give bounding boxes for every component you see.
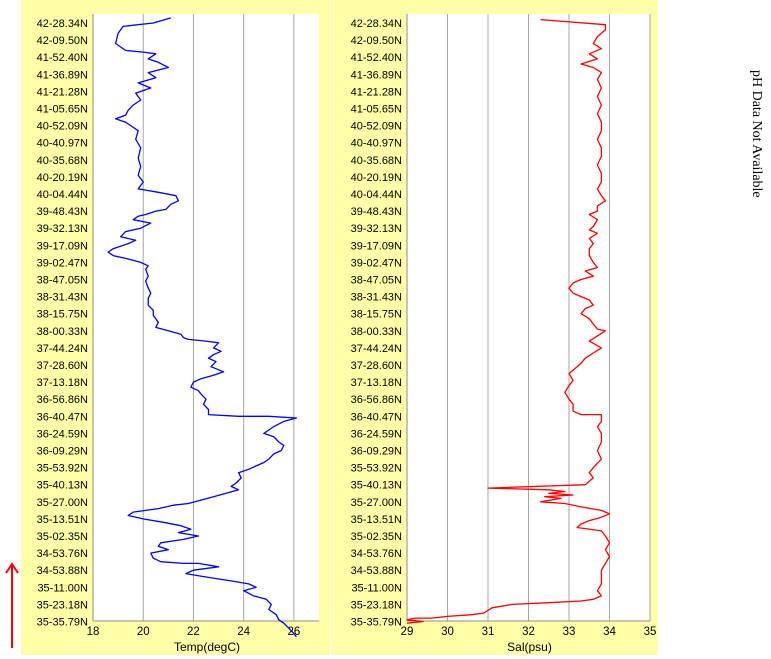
ph-unavailable-text: pH Data Not Available xyxy=(749,70,764,198)
sal-y-tick-label: 35-13.51N xyxy=(351,514,402,526)
sal-y-tick-label: 38-00.33N xyxy=(351,326,402,338)
temp-y-tick-label: 34-53.88N xyxy=(37,565,88,577)
sal-y-tick-label: 34-53.76N xyxy=(351,548,402,560)
sal-y-tick-label: 36-24.59N xyxy=(351,428,402,440)
temp-y-tick-label: 35-27.00N xyxy=(37,497,88,509)
sal-y-tick-label: 35-11.00N xyxy=(351,582,402,594)
temp-y-tick-label: 36-24.59N xyxy=(37,428,88,440)
temp-y-tick-label: 39-48.43N xyxy=(37,206,88,218)
temp-x-axis-label: Temp(degC) xyxy=(174,640,240,654)
sal-y-tick-label: 39-32.13N xyxy=(351,223,402,235)
temp-y-tick-label: 38-15.75N xyxy=(37,309,88,321)
temp-y-tick-label: 37-13.18N xyxy=(37,377,88,389)
temp-y-tick-label: 39-32.13N xyxy=(37,223,88,235)
temp-x-tick-label: 20 xyxy=(137,626,150,638)
sal-y-tick-label: 37-44.24N xyxy=(351,343,402,355)
sal-y-tick-label: 35-53.92N xyxy=(351,463,402,475)
temp-y-tick-label: 39-02.47N xyxy=(37,257,88,269)
sal-y-tick-label: 39-17.09N xyxy=(351,240,402,252)
sal-y-tick-label: 34-53.88N xyxy=(351,565,402,577)
temp-y-tick-label: 40-35.68N xyxy=(37,155,88,167)
temp-y-tick-label: 34-53.76N xyxy=(37,548,88,560)
temp-y-tick-label: 35-02.35N xyxy=(37,531,88,543)
temp-y-tick-label: 35-35.79N xyxy=(37,617,88,629)
sal-y-tick-label: 41-52.40N xyxy=(351,52,402,64)
sal-y-tick-label: 40-04.44N xyxy=(351,189,402,201)
temp-plot-area xyxy=(93,14,319,621)
sal-x-tick-label: 31 xyxy=(482,626,495,638)
temp-x-tick-label: 26 xyxy=(287,626,300,638)
temp-y-tick-label: 41-36.89N xyxy=(37,69,88,81)
sal-y-tick-label: 35-35.79N xyxy=(351,617,402,629)
sal-y-tick-label: 37-13.18N xyxy=(351,377,402,389)
temp-x-tick-label: 22 xyxy=(187,626,200,638)
temp-y-tick-label: 37-28.60N xyxy=(37,360,88,372)
sal-y-tick-label: 40-52.09N xyxy=(351,121,402,133)
sal-x-tick-label: 35 xyxy=(644,626,657,638)
sal-y-tick-label: 37-28.60N xyxy=(351,360,402,372)
sal-y-tick-label: 38-47.05N xyxy=(351,275,402,287)
sal-x-tick-label: 34 xyxy=(603,626,616,638)
temp-x-tick-label: 18 xyxy=(87,626,100,638)
sal-y-tick-label: 36-56.86N xyxy=(351,394,402,406)
temp-y-tick-label: 36-09.29N xyxy=(37,446,88,458)
sal-x-tick-label: 32 xyxy=(522,626,535,638)
temp-y-tick-label: 35-11.00N xyxy=(37,582,88,594)
sal-y-tick-label: 35-23.18N xyxy=(351,599,402,611)
sal-x-axis-label: Sal(psu) xyxy=(507,640,552,654)
temp-y-tick-label: 36-56.86N xyxy=(37,394,88,406)
sal-y-tick-label: 38-31.43N xyxy=(351,292,402,304)
temp-y-tick-label: 41-21.28N xyxy=(37,86,88,98)
sal-y-tick-label: 40-35.68N xyxy=(351,155,402,167)
sal-y-tick-label: 40-20.19N xyxy=(351,172,402,184)
sal-y-tick-label: 36-40.47N xyxy=(351,411,402,423)
temp-x-tick-label: 24 xyxy=(237,626,250,638)
sal-y-tick-label: 41-36.89N xyxy=(351,69,402,81)
temp-y-tick-label: 35-13.51N xyxy=(37,514,88,526)
sal-y-tick-label: 42-09.50N xyxy=(351,35,402,47)
temp-y-tick-label: 40-20.19N xyxy=(37,172,88,184)
temp-y-tick-label: 40-52.09N xyxy=(37,121,88,133)
temp-y-tick-label: 40-40.97N xyxy=(37,138,88,150)
sal-y-tick-label: 35-02.35N xyxy=(351,531,402,543)
sal-y-tick-label: 39-02.47N xyxy=(351,257,402,269)
sal-y-tick-label: 41-05.65N xyxy=(351,104,402,116)
sal-series-line xyxy=(406,18,611,624)
sal-y-tick-label: 42-28.34N xyxy=(351,18,402,30)
temp-y-tick-label: 41-05.65N xyxy=(37,104,88,116)
temp-y-tick-label: 39-17.09N xyxy=(37,240,88,252)
sal-y-tick-label: 35-40.13N xyxy=(351,480,402,492)
sal-x-tick-label: 30 xyxy=(441,626,454,638)
temp-y-tick-label: 38-00.33N xyxy=(37,326,88,338)
sal-x-tick-label: 29 xyxy=(401,626,414,638)
up-arrow-icon xyxy=(5,562,19,648)
temp-y-tick-label: 41-52.40N xyxy=(37,52,88,64)
temp-y-tick-label: 35-40.13N xyxy=(37,480,88,492)
temp-series-line xyxy=(107,17,298,638)
temp-y-tick-label: 42-09.50N xyxy=(37,35,88,47)
temp-y-tick-label: 38-31.43N xyxy=(37,292,88,304)
temp-y-tick-label: 35-23.18N xyxy=(37,599,88,611)
sal-y-tick-label: 39-48.43N xyxy=(351,206,402,218)
temp-y-tick-label: 42-28.34N xyxy=(37,18,88,30)
ph-unavailable-note: pH Data Not Available xyxy=(748,70,768,280)
sal-y-tick-label: 36-09.29N xyxy=(351,446,402,458)
temp-y-tick-label: 35-53.92N xyxy=(37,463,88,475)
temp-y-tick-label: 37-44.24N xyxy=(37,343,88,355)
temp-y-tick-label: 38-47.05N xyxy=(37,275,88,287)
temp-y-tick-label: 40-04.44N xyxy=(37,189,88,201)
sal-y-tick-label: 35-27.00N xyxy=(351,497,402,509)
temp-y-tick-label: 36-40.47N xyxy=(37,411,88,423)
sal-x-tick-label: 33 xyxy=(563,626,576,638)
sal-y-tick-label: 38-15.75N xyxy=(351,309,402,321)
sal-y-tick-label: 41-21.28N xyxy=(351,86,402,98)
sal-y-tick-label: 40-40.97N xyxy=(351,138,402,150)
